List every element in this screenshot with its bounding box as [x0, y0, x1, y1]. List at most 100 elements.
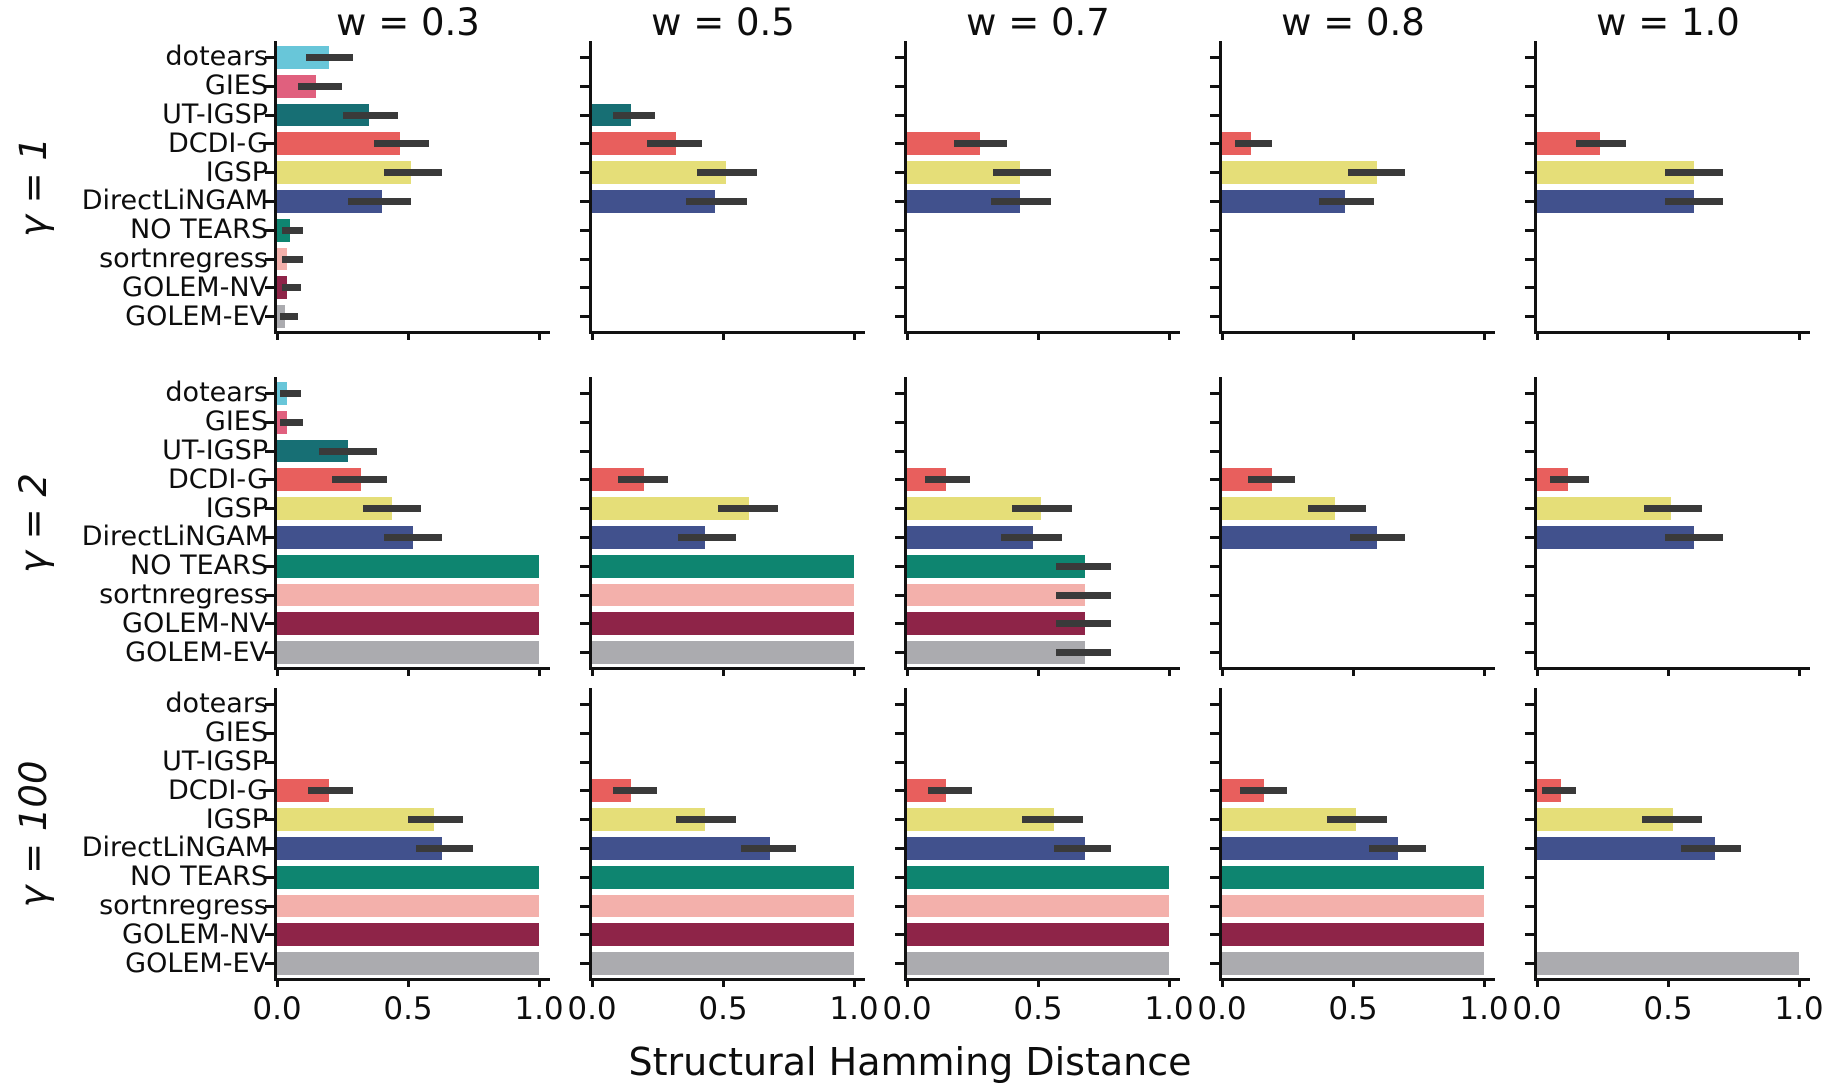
x-axis-label: Structural Hamming Distance — [628, 1040, 1192, 1084]
y-tick-mark — [265, 904, 274, 908]
y-tick-mark — [1210, 933, 1219, 937]
bar-sortnregress — [1222, 894, 1484, 918]
error-bar — [927, 787, 973, 795]
x-tick-mark — [1167, 667, 1171, 676]
y-tick-mark — [580, 257, 589, 261]
x-tick-mark — [1220, 667, 1224, 676]
x-tick-mark — [1797, 667, 1801, 676]
x-tick-mark — [1351, 667, 1355, 676]
row-title: γ = 1 — [12, 137, 55, 237]
error-bar — [318, 447, 377, 455]
y-tick-mark — [895, 962, 904, 966]
y-tick-mark — [895, 142, 904, 146]
y-tick-mark — [895, 846, 904, 850]
y-tick-mark — [580, 593, 589, 597]
chart-panel — [265, 41, 550, 340]
error-bar — [925, 476, 970, 484]
bar-directlingam — [1222, 526, 1377, 549]
x-tick-mark — [1036, 331, 1040, 340]
bar-directlingam — [907, 837, 1086, 860]
bar-no-tears — [277, 554, 539, 578]
y-tick-mark — [895, 84, 904, 88]
y-axis-spine — [1534, 688, 1537, 981]
y-tick-mark — [265, 84, 274, 88]
bar-no-tears — [592, 554, 854, 578]
category-label: sortnregress — [99, 243, 268, 274]
bar-dcdi-g — [1222, 468, 1272, 492]
bar-golem-ev — [277, 641, 539, 664]
y-tick-mark — [1210, 962, 1219, 966]
y-tick-mark — [895, 731, 904, 735]
error-bar — [686, 197, 747, 205]
y-tick-mark — [895, 286, 904, 290]
y-tick-mark — [1525, 391, 1534, 395]
error-bar — [717, 505, 778, 513]
y-tick-mark — [265, 228, 274, 232]
bar-igsp — [1222, 161, 1377, 184]
y-tick-mark — [580, 933, 589, 937]
column-title: w = 0.7 — [966, 1, 1110, 44]
column-title: w = 0.3 — [336, 1, 480, 44]
bar-directlingam — [592, 190, 716, 213]
y-tick-mark — [1525, 731, 1534, 735]
bar-golem-ev — [907, 952, 1169, 975]
category-label: GOLEM-EV — [125, 947, 268, 979]
y-tick-mark — [1210, 142, 1219, 146]
y-tick-mark — [1525, 257, 1534, 261]
x-tick-mark — [590, 667, 594, 676]
y-tick-mark — [1210, 84, 1219, 88]
error-bar — [954, 140, 1007, 148]
y-tick-mark — [1525, 420, 1534, 424]
error-bar — [279, 418, 304, 426]
y-axis-spine — [1534, 377, 1537, 670]
bar-igsp — [1537, 161, 1695, 184]
bar-igsp — [907, 497, 1041, 520]
category-label: dotears — [165, 41, 268, 73]
y-tick-mark — [580, 171, 589, 175]
bar-dcdi-g — [277, 779, 330, 803]
y-axis-spine — [274, 688, 277, 981]
x-tick-mark — [1351, 978, 1355, 987]
row-title: γ = 2 — [12, 473, 55, 573]
x-tick-label: 0.5 — [1328, 991, 1378, 1027]
error-bar — [1576, 140, 1627, 148]
y-axis-spine — [1219, 41, 1222, 334]
y-tick-mark — [580, 507, 589, 511]
chart-panel — [1210, 377, 1495, 676]
bar-ut-igsp — [592, 103, 632, 127]
y-tick-mark — [1525, 760, 1534, 764]
error-bar — [1641, 816, 1703, 824]
category-label: DirectLiNGAM — [81, 832, 268, 864]
y-tick-mark — [1525, 478, 1534, 482]
y-tick-mark — [1525, 507, 1534, 511]
y-tick-mark — [265, 315, 274, 319]
x-tick-label: 1.0 — [829, 991, 879, 1027]
y-tick-mark — [265, 199, 274, 203]
y-tick-mark — [895, 55, 904, 59]
y-tick-mark — [265, 535, 274, 539]
category-label: GOLEM-EV — [125, 636, 268, 668]
y-tick-mark — [580, 564, 589, 568]
bar-dotears — [277, 46, 330, 69]
x-axis-spine — [904, 667, 1180, 670]
y-tick-mark — [895, 449, 904, 453]
x-tick-label: 0.0 — [252, 991, 302, 1027]
y-tick-mark — [895, 904, 904, 908]
error-bar — [1056, 649, 1112, 657]
y-tick-mark — [1525, 789, 1534, 793]
error-bar — [1240, 787, 1288, 795]
y-tick-mark — [1210, 420, 1219, 424]
error-bar — [1248, 476, 1296, 484]
column-title: w = 1.0 — [1596, 1, 1740, 44]
y-tick-mark — [1210, 507, 1219, 511]
y-tick-mark — [265, 962, 274, 966]
y-tick-mark — [895, 875, 904, 879]
x-axis-spine — [1219, 667, 1495, 670]
category-label: sortnregress — [99, 579, 268, 610]
category-label: UT-IGSP — [162, 435, 268, 466]
column-title: w = 0.8 — [1281, 1, 1425, 44]
y-tick-mark — [580, 731, 589, 735]
bar-dcdi-g — [592, 779, 632, 803]
bar-no-tears — [592, 865, 854, 889]
error-bar — [384, 533, 443, 541]
